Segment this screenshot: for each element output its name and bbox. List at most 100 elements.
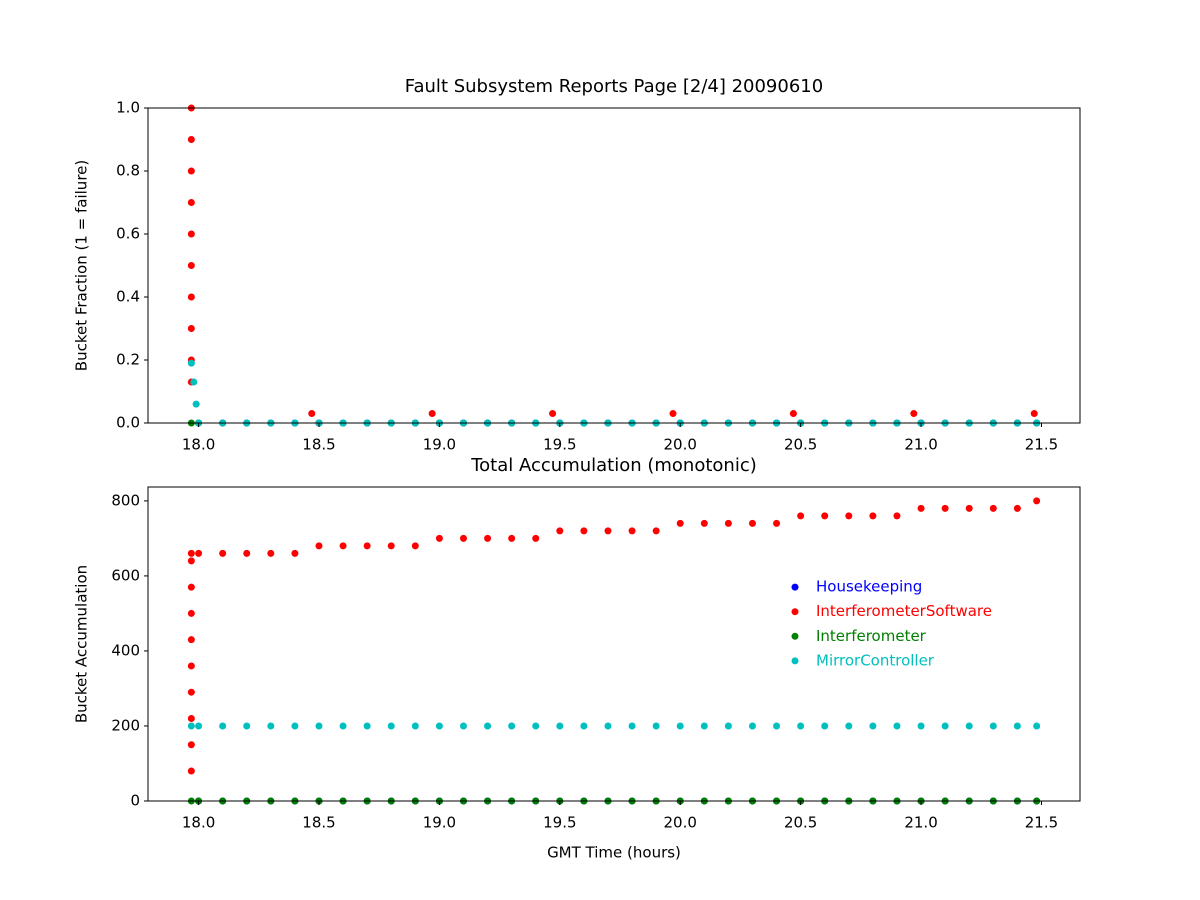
- x-tick-label: 20.5: [784, 436, 817, 454]
- point: [187, 636, 195, 644]
- x-tick-label: 21.5: [1025, 814, 1058, 832]
- point: [821, 722, 829, 730]
- point: [724, 519, 732, 527]
- point: [652, 722, 660, 730]
- x-tick-label: 19.0: [423, 814, 456, 832]
- y-tick-label: 0.0: [116, 414, 140, 432]
- y-tick-label: 600: [111, 566, 140, 584]
- y-tick-label: 200: [111, 716, 140, 734]
- y-tick-label: 0.2: [116, 351, 140, 369]
- point: [187, 583, 195, 591]
- point: [459, 722, 467, 730]
- point: [187, 230, 195, 238]
- point: [1013, 504, 1021, 512]
- point: [187, 359, 195, 367]
- legend-marker: [791, 632, 799, 640]
- point: [1030, 410, 1038, 418]
- point: [187, 741, 195, 749]
- y-tick-label: 1.0: [116, 99, 140, 117]
- x-tick-label: 18.5: [302, 814, 335, 832]
- legend-marker: [791, 657, 799, 665]
- legend-label: MirrorController: [816, 651, 935, 669]
- point: [291, 722, 299, 730]
- point: [989, 504, 997, 512]
- point: [989, 722, 997, 730]
- point: [941, 722, 949, 730]
- point: [845, 722, 853, 730]
- x-axis-label: GMT Time (hours): [547, 844, 681, 862]
- axes-frame: [147, 486, 1081, 802]
- point: [243, 722, 251, 730]
- point: [676, 519, 684, 527]
- chart-title: Fault Subsystem Reports Page [2/4] 20090…: [405, 76, 823, 97]
- point: [187, 549, 195, 557]
- point: [411, 542, 419, 550]
- point: [580, 722, 588, 730]
- point: [700, 519, 708, 527]
- point: [910, 410, 918, 418]
- point: [428, 410, 436, 418]
- point: [387, 542, 395, 550]
- point: [219, 549, 227, 557]
- point: [549, 410, 557, 418]
- point: [604, 722, 612, 730]
- x-tick-label: 18.5: [302, 436, 335, 454]
- point: [192, 400, 200, 408]
- point: [219, 722, 227, 730]
- point: [435, 534, 443, 542]
- point: [187, 167, 195, 175]
- x-tick-label: 21.5: [1025, 436, 1058, 454]
- point: [187, 767, 195, 775]
- point: [580, 527, 588, 535]
- point: [893, 512, 901, 520]
- point: [187, 714, 195, 722]
- point: [187, 293, 195, 301]
- point: [187, 662, 195, 670]
- point: [845, 512, 853, 520]
- point: [604, 527, 612, 535]
- point: [195, 722, 203, 730]
- point: [195, 549, 203, 557]
- point: [187, 262, 195, 269]
- point: [1033, 497, 1041, 505]
- point: [748, 722, 756, 730]
- point: [748, 519, 756, 527]
- point: [556, 722, 564, 730]
- point: [821, 512, 829, 520]
- point: [556, 527, 564, 535]
- point: [773, 519, 781, 527]
- y-tick-label: 0.6: [116, 225, 140, 243]
- x-tick-label: 20.5: [784, 814, 817, 832]
- point: [965, 722, 973, 730]
- x-tick-label: 19.5: [543, 436, 576, 454]
- point: [243, 549, 251, 557]
- legend-label: Interferometer: [816, 627, 927, 645]
- y-tick-label: 0.8: [116, 162, 140, 180]
- point: [267, 722, 275, 730]
- point: [484, 534, 492, 542]
- x-tick-label: 19.0: [423, 436, 456, 454]
- point: [628, 527, 636, 535]
- y-axis-label: Bucket Accumulation: [73, 565, 91, 723]
- point: [187, 325, 195, 332]
- point: [363, 722, 371, 730]
- chart-title: Total Accumulation (monotonic): [470, 455, 757, 476]
- point: [339, 542, 347, 550]
- point: [339, 722, 347, 730]
- point: [789, 410, 797, 418]
- legend-marker: [791, 608, 799, 616]
- point: [187, 609, 195, 617]
- point: [965, 504, 973, 512]
- point: [291, 549, 299, 557]
- point: [869, 512, 877, 520]
- y-tick-label: 0: [130, 792, 140, 810]
- point: [187, 688, 195, 696]
- point: [917, 504, 925, 512]
- x-tick-label: 21.0: [904, 436, 937, 454]
- point: [532, 534, 540, 542]
- point: [484, 722, 492, 730]
- point: [267, 549, 275, 557]
- point: [1013, 722, 1021, 730]
- point: [508, 534, 516, 542]
